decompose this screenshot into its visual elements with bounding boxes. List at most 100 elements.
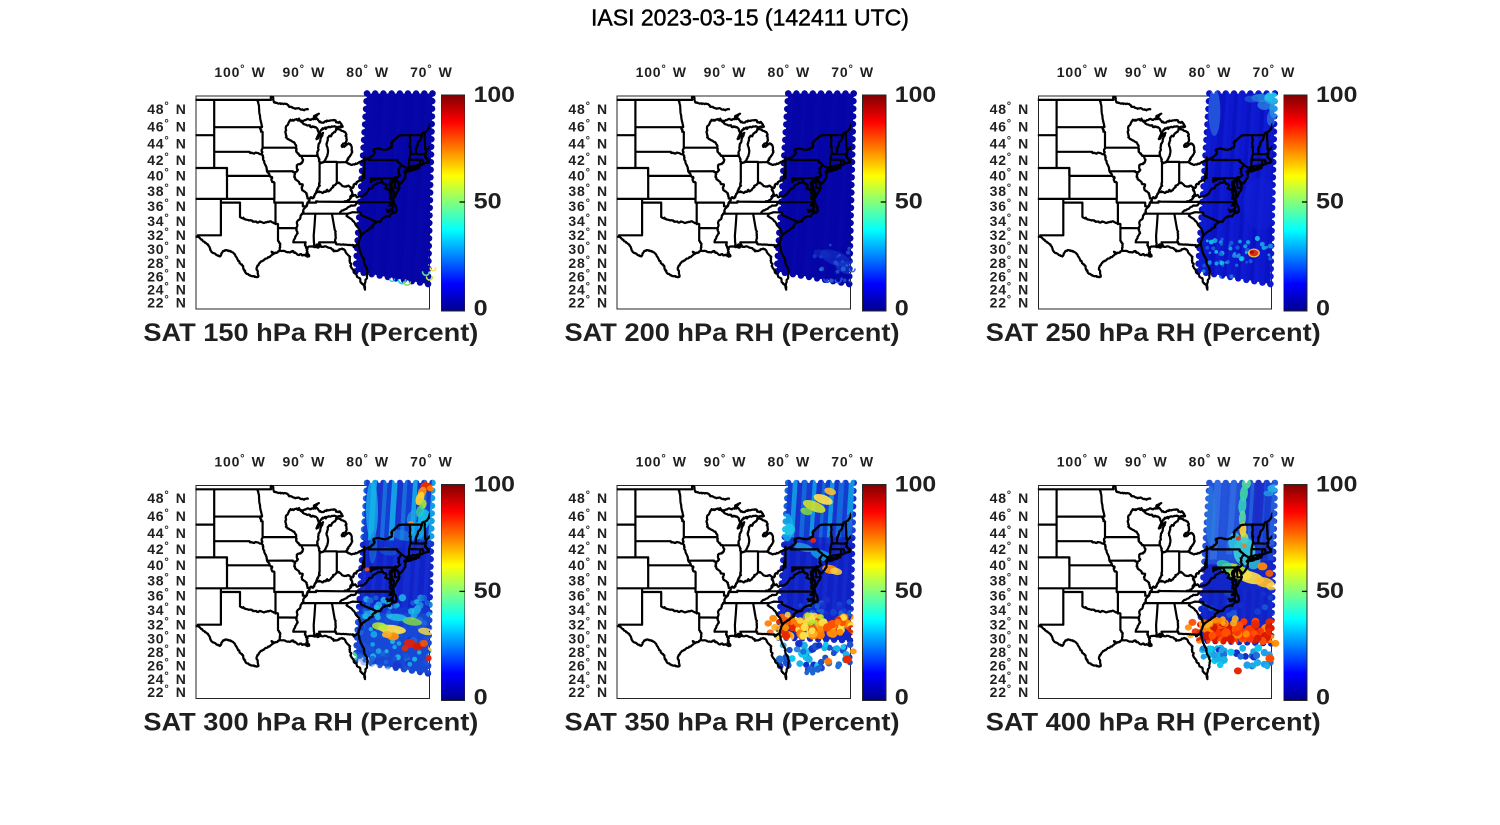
svg-text:34° N: 34° N [147,602,187,619]
svg-text:34° N: 34° N [990,602,1029,619]
svg-text:28° N: 28° N [990,644,1029,661]
svg-text:42° N: 42° N [568,151,608,168]
svg-text:26° N: 26° N [568,657,608,674]
svg-text:28° N: 28° N [990,254,1029,270]
svg-text:26° N: 26° N [990,268,1029,285]
svg-text:30° N: 30° N [147,241,187,258]
svg-text:100: 100 [1316,82,1357,107]
svg-text:0: 0 [474,685,488,710]
svg-text:34° N: 34° N [568,602,608,619]
svg-text:80° W: 80° W [767,453,810,470]
svg-text:44° N: 44° N [147,524,187,541]
svg-text:24° N: 24° N [568,281,608,298]
svg-text:0: 0 [895,685,909,710]
svg-text:100: 100 [474,472,515,497]
svg-text:70° W: 70° W [1252,453,1295,470]
svg-text:40° N: 40° N [147,557,187,574]
svg-text:28° N: 28° N [147,644,187,661]
svg-text:50: 50 [474,578,502,603]
svg-text:48° N: 48° N [990,490,1029,507]
svg-text:70° W: 70° W [831,64,874,81]
svg-text:36° N: 36° N [990,587,1029,604]
svg-text:80° W: 80° W [1189,453,1232,470]
svg-text:26° N: 26° N [990,657,1029,674]
svg-text:90° W: 90° W [704,64,747,81]
svg-text:24° N: 24° N [147,670,187,687]
svg-text:32° N: 32° N [990,227,1029,244]
svg-text:46° N: 46° N [568,507,608,524]
svg-text:44° N: 44° N [990,135,1029,152]
svg-text:70° W: 70° W [831,453,874,470]
svg-text:0: 0 [1316,295,1330,320]
svg-text:46° N: 46° N [147,507,187,524]
svg-text:100° W: 100° W [636,453,687,470]
svg-text:36° N: 36° N [147,587,187,604]
svg-text:32° N: 32° N [990,616,1029,633]
svg-text:24° N: 24° N [990,281,1029,298]
svg-text:46° N: 46° N [568,118,608,134]
svg-text:50: 50 [895,189,923,214]
svg-text:100: 100 [895,82,936,107]
svg-text:90° W: 90° W [282,64,325,81]
svg-text:100° W: 100° W [1057,64,1108,81]
svg-text:80° W: 80° W [1189,64,1232,81]
svg-text:40° N: 40° N [147,167,187,184]
svg-text:28° N: 28° N [568,644,608,661]
svg-text:40° N: 40° N [568,557,608,574]
svg-text:50: 50 [474,189,502,214]
svg-text:38° N: 38° N [568,183,608,200]
svg-text:0: 0 [474,295,488,320]
svg-text:SAT 250 hPa RH (Percent): SAT 250 hPa RH (Percent) [986,319,1321,347]
svg-text:70° W: 70° W [410,64,453,81]
svg-text:42° N: 42° N [990,541,1029,558]
svg-text:40° N: 40° N [990,167,1029,184]
svg-text:SAT 300 hPa RH (Percent): SAT 300 hPa RH (Percent) [143,709,478,737]
svg-text:26° N: 26° N [147,657,187,674]
svg-text:100: 100 [1316,472,1357,497]
svg-text:80° W: 80° W [767,64,810,81]
svg-text:34° N: 34° N [147,212,187,229]
svg-text:48° N: 48° N [990,100,1029,117]
svg-text:38° N: 38° N [147,183,187,200]
svg-text:22° N: 22° N [147,683,187,700]
svg-text:32° N: 32° N [147,616,187,633]
svg-text:SAT 200 hPa RH (Percent): SAT 200 hPa RH (Percent) [565,319,900,347]
svg-text:48° N: 48° N [568,490,608,507]
svg-text:SAT 150 hPa RH (Percent): SAT 150 hPa RH (Percent) [143,319,478,347]
svg-text:34° N: 34° N [990,212,1029,229]
svg-text:32° N: 32° N [147,227,187,244]
svg-text:40° N: 40° N [568,167,608,184]
svg-text:0: 0 [895,295,909,320]
svg-text:22° N: 22° N [147,294,187,311]
svg-text:100° W: 100° W [636,64,687,81]
svg-text:100° W: 100° W [214,453,265,470]
svg-text:22° N: 22° N [990,683,1029,700]
svg-text:26° N: 26° N [568,268,608,285]
svg-text:42° N: 42° N [568,541,608,558]
svg-text:30° N: 30° N [147,630,187,647]
svg-text:30° N: 30° N [568,241,608,258]
svg-text:24° N: 24° N [990,670,1029,687]
svg-text:100: 100 [895,472,936,497]
svg-text:80° W: 80° W [346,453,389,470]
svg-text:70° W: 70° W [1252,64,1295,81]
svg-text:50: 50 [895,578,923,603]
svg-text:70° W: 70° W [410,453,453,470]
svg-text:90° W: 90° W [1125,453,1168,470]
svg-text:42° N: 42° N [147,151,187,168]
svg-text:50: 50 [1316,189,1344,214]
svg-text:SAT 350 hPa RH (Percent): SAT 350 hPa RH (Percent) [565,709,900,737]
svg-text:90° W: 90° W [704,453,747,470]
svg-text:38° N: 38° N [990,572,1029,589]
svg-text:90° W: 90° W [282,453,325,470]
svg-text:46° N: 46° N [990,507,1029,524]
svg-text:44° N: 44° N [147,135,187,152]
svg-text:48° N: 48° N [147,490,187,507]
svg-text:IASI 2023-03-15 (142411 UTC): IASI 2023-03-15 (142411 UTC) [591,4,909,30]
svg-text:42° N: 42° N [990,151,1029,168]
svg-text:48° N: 48° N [568,100,608,117]
svg-text:42° N: 42° N [147,541,187,558]
svg-text:28° N: 28° N [147,254,187,270]
svg-text:38° N: 38° N [147,572,187,589]
svg-text:38° N: 38° N [990,183,1029,200]
